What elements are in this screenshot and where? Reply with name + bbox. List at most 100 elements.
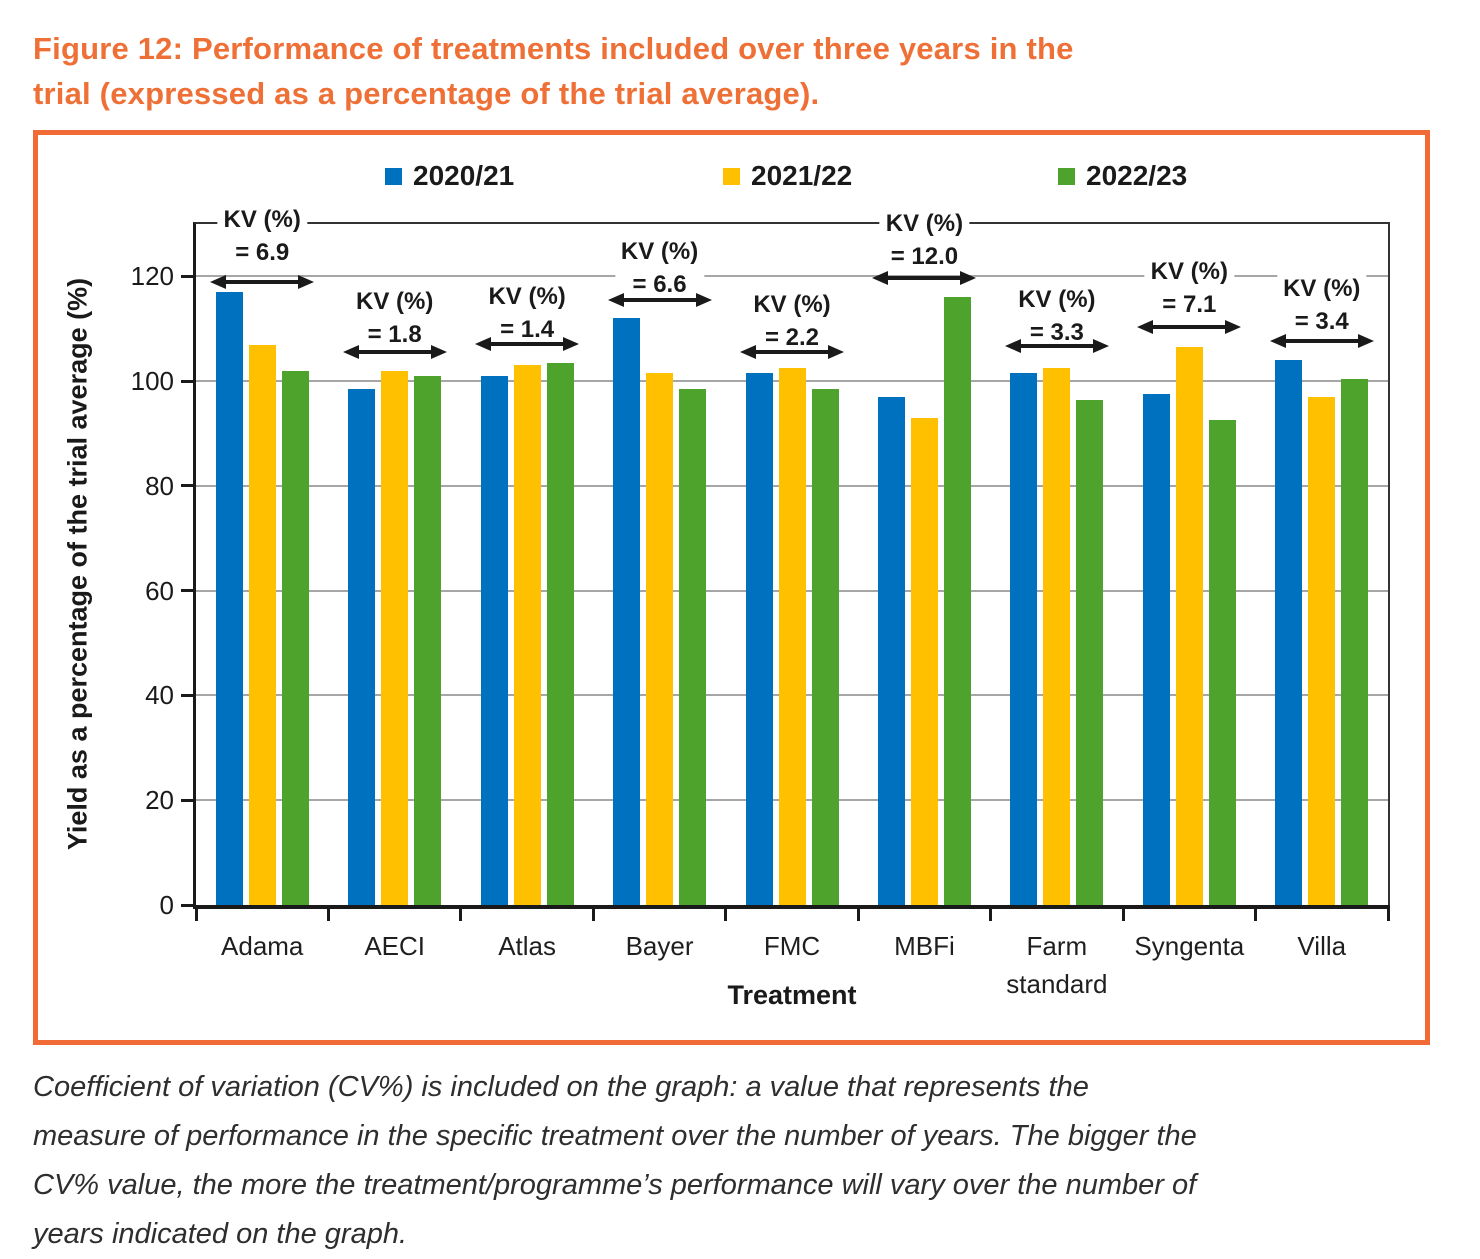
kv-label-line-1: KV (%) — [223, 206, 301, 233]
kv-arrow-head-left — [872, 271, 889, 285]
kv-label-line-1: KV (%) — [1018, 286, 1096, 313]
kv-arrow-shaft — [1147, 325, 1232, 329]
kv-label-FMC: KV (%) = 2.2 — [747, 288, 837, 354]
x-label-Villa: Villa — [1297, 931, 1347, 961]
kv-arrow-shaft — [1279, 339, 1364, 343]
caption-line-3: CV% value, the more the treatment/progra… — [33, 1169, 1197, 1201]
y-axis-tick-label-20: 20 — [145, 785, 174, 816]
x-label-Bayer: Bayer — [625, 931, 694, 961]
legend-swatch-2020/21 — [385, 167, 402, 185]
x-axis-tick — [1254, 905, 1258, 921]
y-axis-title: Yield as a percentage of the trial avera… — [62, 277, 93, 851]
y-axis-tick-80 — [181, 484, 193, 488]
bar-2022/23-AECI — [414, 375, 442, 905]
kv-arrow-head-right — [298, 275, 315, 289]
kv-arrow-Farm standard — [1004, 339, 1109, 353]
figure-title: Figure 12: Performance of treatments inc… — [33, 26, 1433, 116]
x-axis-tick — [989, 905, 993, 921]
gridline-120 — [196, 275, 1388, 278]
bar-2021/22-Adama — [248, 344, 276, 905]
kv-label-Bayer: KV (%) = 6.6 — [614, 235, 705, 301]
kv-label-line-1: KV (%) — [753, 291, 831, 318]
bar-2022/23-MBFi — [943, 297, 971, 905]
legend-item-2022/23: 2022/23 — [1058, 160, 1187, 192]
figure-title-line-1: Figure 12: Performance of treatments inc… — [33, 31, 1074, 66]
kv-label-line-2: = 3.3 — [1029, 319, 1084, 346]
bar-2020/21-MBFi — [877, 396, 905, 905]
kv-label-Atlas: KV (%) = 1.4 — [482, 280, 572, 346]
kv-arrow-Syngenta — [1137, 320, 1242, 334]
kv-label-line-1: KV (%) — [1283, 275, 1361, 302]
y-axis-tick-label-120: 120 — [130, 261, 174, 292]
legend-item-2021/22: 2021/22 — [723, 160, 852, 192]
figure-title-line-2: trial (expressed as a percentage of the … — [33, 76, 820, 111]
legend-label-2022/23: 2022/23 — [1086, 160, 1188, 191]
bar-2021/22-Syngenta — [1175, 347, 1203, 905]
bar-2021/22-MBFi — [910, 417, 938, 905]
bar-2021/22-Atlas — [513, 365, 541, 905]
bar-2022/23-FMC — [811, 389, 839, 905]
kv-label-Villa: KV (%) = 3.4 — [1277, 272, 1367, 338]
kv-label-AECI: KV (%) = 1.8 — [349, 285, 440, 351]
kv-arrow-head-right — [695, 293, 712, 307]
kv-label-line-2: = 1.4 — [500, 316, 555, 343]
bar-2020/21-Villa — [1275, 360, 1303, 905]
kv-arrow-head-left — [740, 345, 756, 359]
kv-arrow-head-right — [563, 337, 580, 351]
y-axis-tick-label-40: 40 — [145, 680, 174, 711]
kv-label-line-2: = 1.8 — [367, 321, 422, 348]
y-axis-tick-20 — [181, 798, 193, 802]
x-axis-tick — [1386, 905, 1390, 921]
kv-arrow-head-left — [210, 275, 227, 289]
kv-label-Farm standard: KV (%) = 3.3 — [1012, 283, 1102, 349]
legend-label-2021/22: 2021/22 — [751, 160, 853, 191]
kv-label-line-2: = 2.2 — [764, 324, 820, 351]
y-axis-tick-60 — [181, 589, 193, 593]
bar-2021/22-AECI — [381, 370, 409, 905]
bar-2020/21-Syngenta — [1142, 394, 1170, 905]
kv-arrow-shaft — [617, 298, 702, 302]
kv-arrow-FMC — [740, 345, 844, 359]
chart-frame: 2020/21 2021/22 2022/23 Yield as a percent… — [33, 130, 1430, 1045]
kv-arrow-Atlas — [475, 337, 580, 351]
kv-arrow-shaft — [882, 276, 967, 280]
kv-label-Syngenta: KV (%) = 7.1 — [1144, 255, 1234, 321]
plot-area: Yield as a percentage of the trial avera… — [63, 203, 1390, 1010]
bar-2021/22-Bayer — [646, 373, 674, 905]
x-axis-tick — [459, 905, 463, 921]
kv-label-line-1: KV (%) — [620, 238, 699, 265]
x-label-Farm standard: Farm standard — [1006, 931, 1108, 999]
kv-arrow-head-right — [828, 345, 844, 359]
x-axis-tick — [326, 905, 330, 921]
kv-label-line-2: = 3.4 — [1294, 308, 1349, 335]
kv-arrow-head-left — [342, 345, 359, 359]
kv-arrow-head-right — [1092, 339, 1109, 353]
kv-arrow-head-right — [430, 345, 447, 359]
kv-label-line-2: = 7.1 — [1162, 291, 1217, 318]
x-label-MBFi: MBFi — [894, 931, 955, 961]
kv-arrow-head-left — [475, 337, 492, 351]
x-axis-title: Treatment — [727, 980, 857, 1010]
bar-2020/21-Farm standard — [1010, 373, 1038, 905]
bar-2020/21-FMC — [745, 373, 773, 905]
kv-arrow-shaft — [1014, 344, 1099, 348]
kv-arrow-AECI — [342, 345, 447, 359]
y-axis-tick-label-100: 100 — [130, 366, 174, 397]
kv-label-line-1: KV (%) — [885, 210, 964, 237]
kv-arrow-shaft — [220, 280, 305, 284]
bar-2020/21-AECI — [348, 389, 376, 905]
kv-label-line-1: KV (%) — [355, 288, 434, 315]
legend-swatch-2021/22 — [723, 167, 740, 185]
bar-2021/22-FMC — [778, 368, 806, 905]
kv-arrow-Villa — [1269, 334, 1374, 348]
kv-arrow-head-right — [1225, 320, 1242, 334]
x-label-Atlas: Atlas — [498, 931, 556, 961]
caption-line-2: measure of performance in the specific t… — [33, 1120, 1197, 1152]
kv-label-line-2: = 6.6 — [632, 271, 687, 298]
caption-line-4: years indicated on the graph. — [33, 1218, 408, 1250]
legend-swatch-2022/23 — [1058, 167, 1075, 185]
y-axis-tick-0 — [181, 903, 193, 907]
bar-2022/23-Bayer — [679, 389, 707, 905]
bar-2022/23-Villa — [1341, 378, 1369, 905]
